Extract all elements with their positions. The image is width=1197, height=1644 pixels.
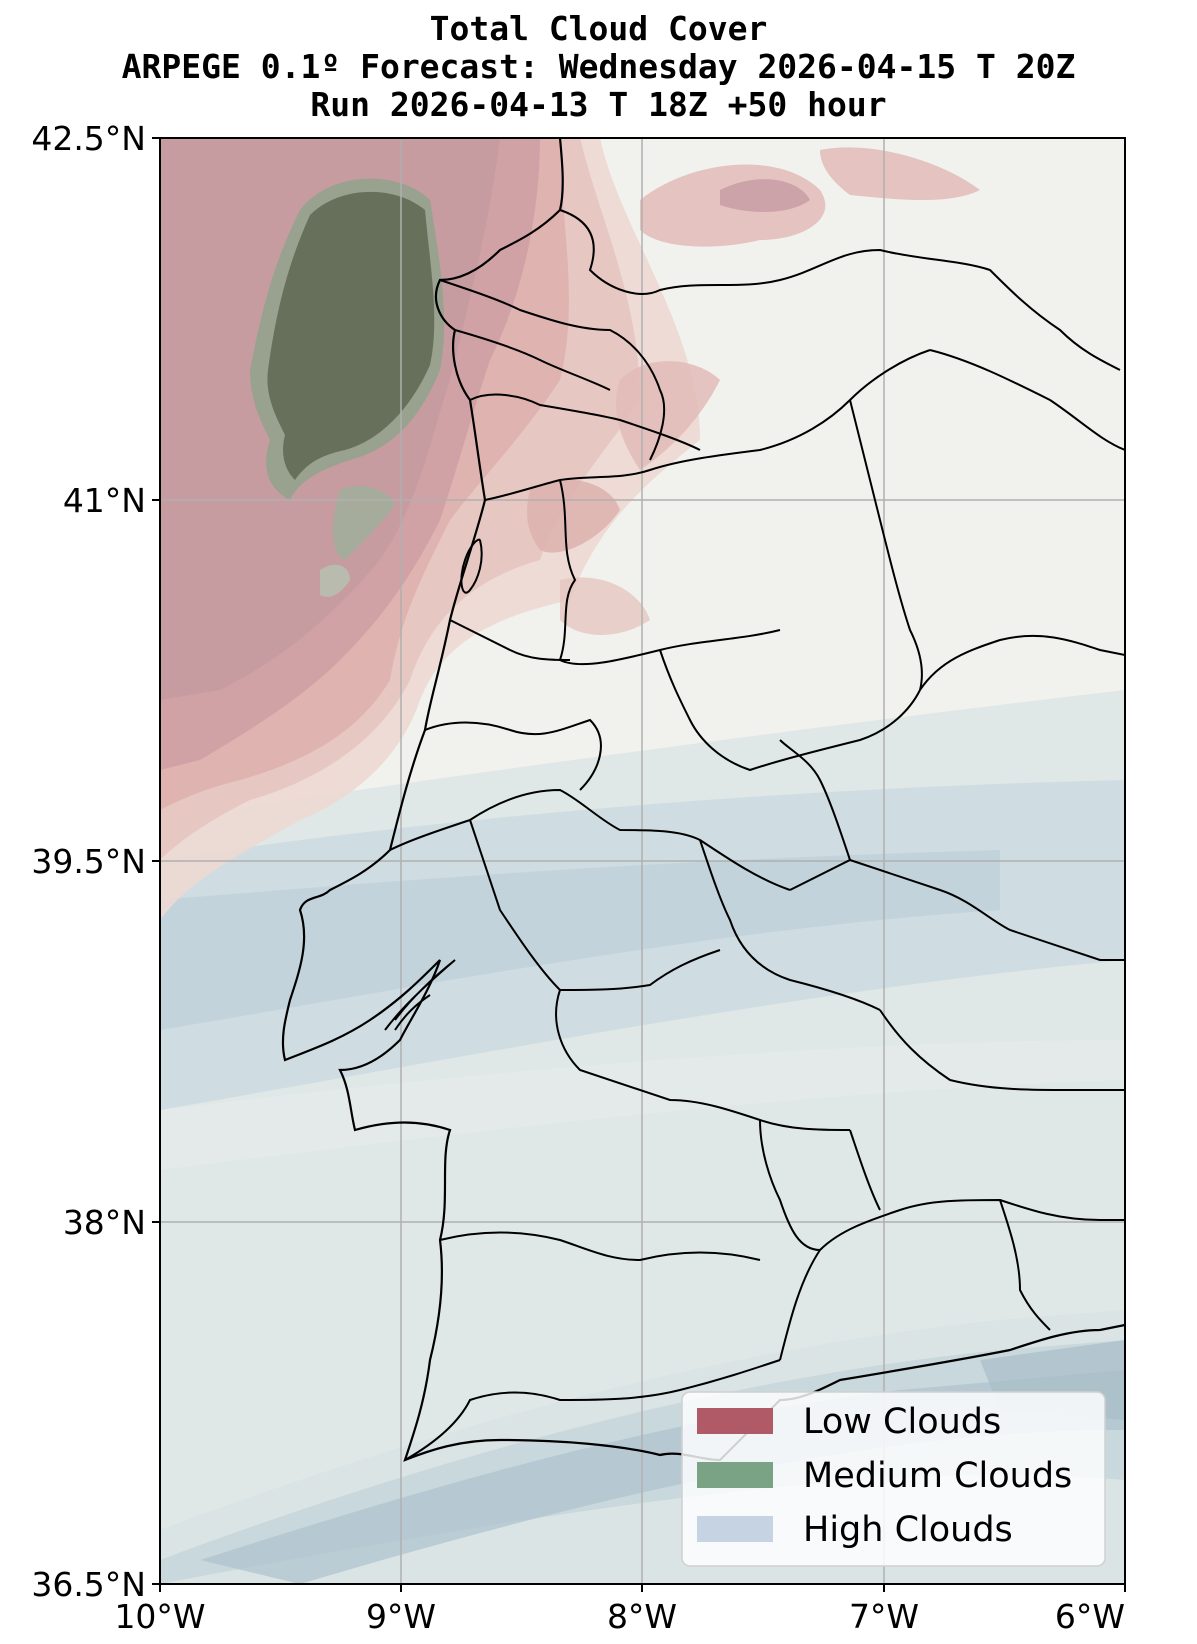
medium-cloud-layer <box>250 178 445 597</box>
legend-swatch-medium-clouds <box>697 1462 773 1488</box>
legend-swatch-low-clouds <box>697 1408 773 1434</box>
legend-swatch-high-clouds <box>697 1516 773 1542</box>
title-line-2: ARPEGE 0.1º Forecast: Wednesday 2026-04-… <box>121 47 1076 86</box>
district-borders <box>389 209 1125 1461</box>
legend-label-high-clouds: High Clouds <box>803 1510 1013 1550</box>
lat-ticks: 42.5°N 41°N 39.5°N 38°N 36.5°N <box>31 119 160 1604</box>
legend-label-medium-clouds: Medium Clouds <box>803 1456 1072 1496</box>
legend: Low Clouds Medium Clouds High Clouds <box>681 1391 1106 1567</box>
map-field <box>160 138 1125 1584</box>
lon-tick-label-9w: 9°W <box>366 1597 436 1636</box>
lat-tick-label-42-5: 42.5°N <box>31 119 146 158</box>
title-line-1: Total Cloud Cover <box>429 9 768 48</box>
lon-tick-label-7w: 7°W <box>849 1597 919 1636</box>
lon-tick-label-10w: 10°W <box>114 1597 205 1636</box>
lon-ticks: 10°W 9°W 8°W 7°W 6°W <box>114 1584 1126 1636</box>
legend-label-low-clouds: Low Clouds <box>803 1402 1001 1442</box>
graticule <box>160 138 1125 1584</box>
lat-tick-label-36-5: 36.5°N <box>31 1565 146 1604</box>
lon-tick-label-6w: 6°W <box>1055 1597 1125 1636</box>
map-title: Total Cloud Cover ARPEGE 0.1º Forecast: … <box>0 10 1197 124</box>
lisbon-estuary <box>384 959 456 1031</box>
lat-tick-label-38: 38°N <box>63 1203 146 1242</box>
lon-tick-label-8w: 8°W <box>607 1597 677 1636</box>
legend-box <box>681 1391 1106 1567</box>
title-line-3: Run 2026-04-13 T 18Z +50 hour <box>310 85 887 124</box>
lat-tick-label-41: 41°N <box>63 481 146 520</box>
aveiro-lagoon <box>460 538 483 594</box>
lat-tick-label-39-5: 39.5°N <box>31 842 146 881</box>
